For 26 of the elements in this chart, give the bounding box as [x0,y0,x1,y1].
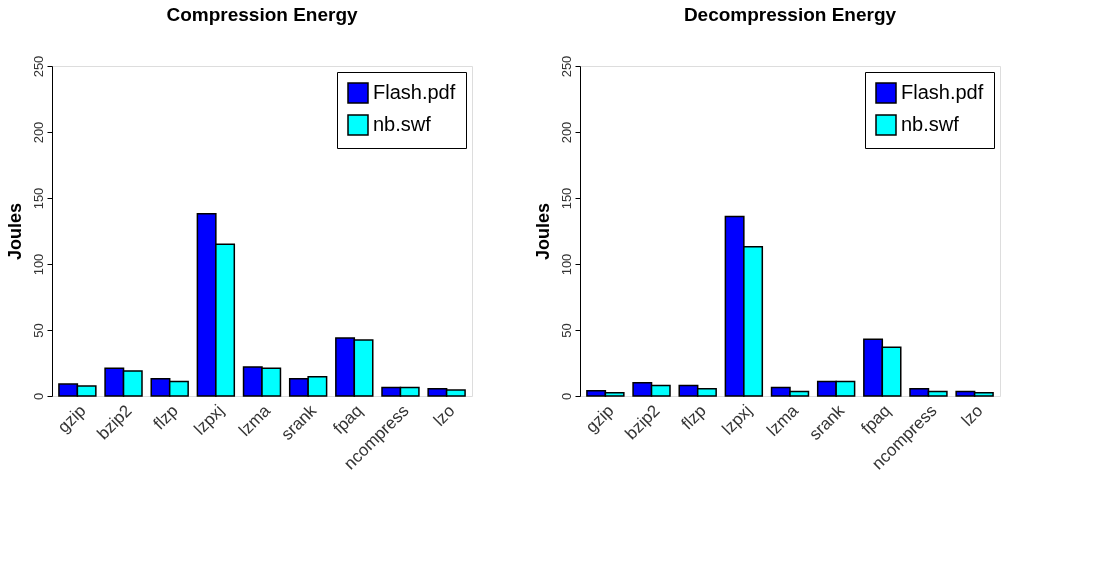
y-tick-label: 200 [30,121,46,144]
y-tick-label: 0 [558,392,574,401]
x-tick-label: lzo [429,401,459,430]
y-tick-label: 50 [30,323,46,338]
y-tick-label: 150 [558,187,574,210]
y-tick-label: 100 [30,253,46,276]
legend-label: nb.swf [901,113,960,135]
x-tick-label: lzo [957,401,987,430]
chart-title: Decompression Energy [683,4,897,26]
x-tick-label: gzip [53,401,90,437]
legend-label: nb.swf [373,113,432,135]
x-tick-label: flzp [677,401,710,434]
chart-title: Compression Energy [166,4,358,26]
y-tick-label: 0 [30,392,46,401]
x-tick-label: gzip [581,401,618,437]
y-axis-title: Joules [4,202,25,261]
y-tick-label: 250 [558,55,574,78]
y-tick-label: 100 [558,253,574,276]
y-tick-label: 250 [30,55,46,78]
x-tick-label: flzp [149,401,182,434]
legend-label: Flash.pdf [901,81,984,103]
y-axis-title: Joules [532,202,553,261]
legend-label: Flash.pdf [373,81,456,103]
y-tick-label: 200 [558,121,574,144]
y-tick-label: 50 [558,323,574,338]
y-tick-label: 150 [30,187,46,210]
